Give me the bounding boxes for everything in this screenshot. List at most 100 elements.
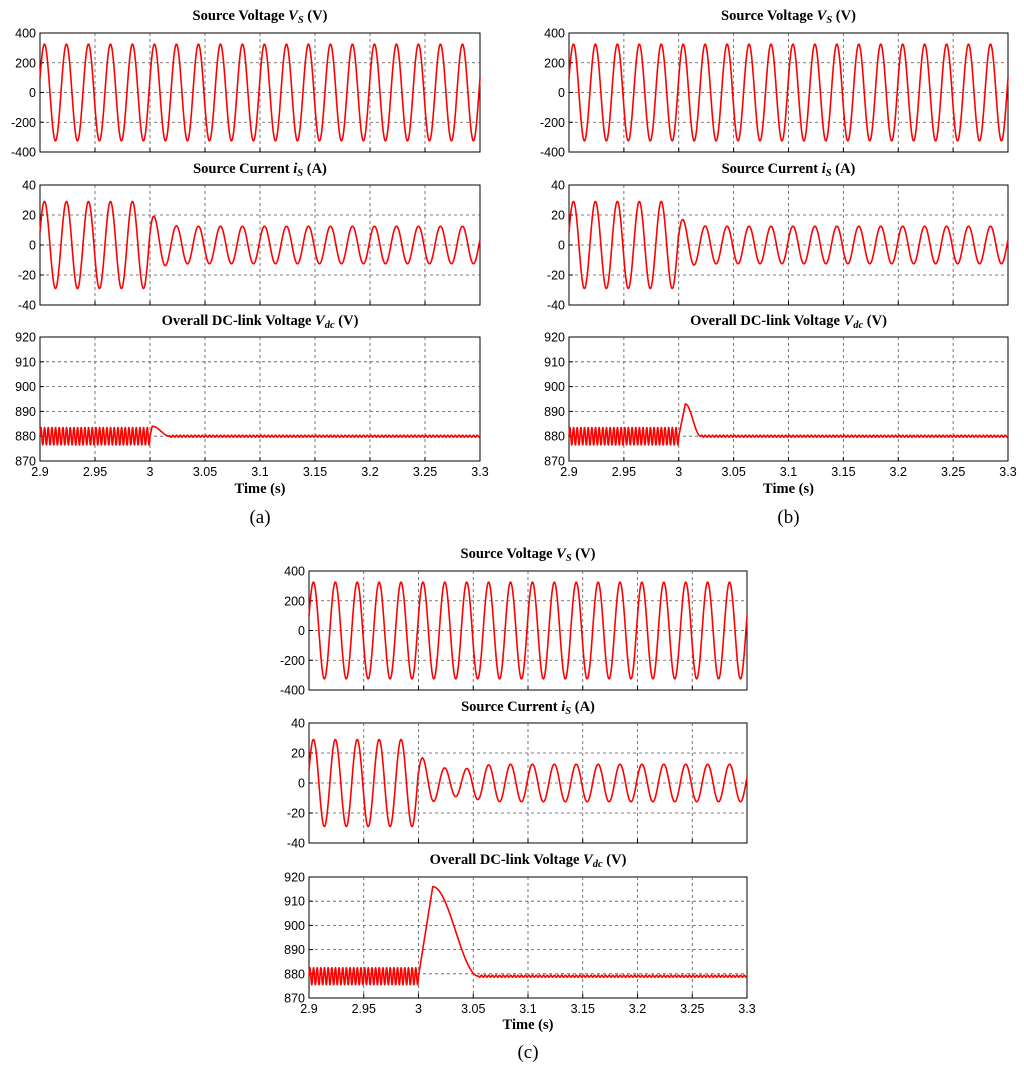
y-tick-label: -200: [280, 654, 305, 668]
x-tick-label: 3.05: [461, 1002, 485, 1016]
x-axis-label: Time (s): [763, 481, 814, 497]
chart-panel-a: Source Voltage VS (V)4002000-200-400Sour…: [11, 8, 489, 528]
subplot-title: Source Current iS (A): [193, 161, 327, 179]
y-tick-label: 20: [22, 209, 36, 223]
y-tick-label: -20: [547, 269, 565, 283]
series-line: [308, 581, 748, 680]
y-tick-label: 400: [15, 27, 36, 41]
x-tick-label: 3.05: [721, 465, 745, 479]
subplot-1: Source Voltage VS (V) 400 200 0 -200 -400: [540, 8, 1009, 160]
y-tick-label: 0: [29, 239, 36, 253]
y-tick-label: 0: [29, 86, 36, 100]
x-tick-label: 3.3: [999, 465, 1016, 479]
x-axis-label: Time (s): [503, 1017, 554, 1033]
x-tick-label: 3.1: [251, 465, 268, 479]
y-tick-label: -40: [18, 299, 36, 313]
series-line: [39, 200, 481, 290]
subplot-title: Source Current iS (A): [722, 161, 856, 179]
y-tick-label: 920: [544, 331, 565, 345]
y-tick-label: 20: [551, 209, 565, 223]
x-tick-label: 3.15: [303, 465, 327, 479]
y-tick-label: -200: [11, 116, 36, 130]
subplot-3: Overall DC-link Voltage Vdc (V) 2.9 2.95 3 3…: [15, 313, 489, 479]
y-tick-label: 0: [558, 86, 565, 100]
y-tick-label: 900: [284, 919, 305, 933]
x-axis-label: Time (s): [235, 481, 286, 497]
series-line: [39, 425, 481, 446]
subplot-1: Source Voltage VS (V) 400 200 0 -200 -400: [11, 8, 481, 160]
y-tick-label: 880: [15, 430, 36, 444]
x-tick-label: 3.2: [361, 465, 378, 479]
series-line: [568, 403, 1009, 446]
x-tick-label: 3.3: [738, 1002, 755, 1016]
x-tick-label: 3.25: [413, 465, 437, 479]
subplot-2: Source Current iS (A) 40 20 0 -20 -40: [18, 161, 481, 313]
subplot-title: Source Voltage VS (V): [461, 546, 596, 564]
x-tick-label: 3: [415, 1002, 422, 1016]
x-tick-label: 2.9: [31, 465, 48, 479]
subplot-title: Source Current iS (A): [461, 699, 595, 717]
y-tick-label: 400: [544, 27, 565, 41]
chart-panel-c: Source Voltage VS (V)4002000-200-400Sour…: [280, 546, 756, 1063]
subplot-title: Source Voltage VS (V): [721, 8, 856, 26]
panel-caption: (c): [517, 1042, 538, 1063]
y-tick-label: 890: [15, 405, 36, 419]
x-tick-label: 3: [675, 465, 682, 479]
x-tick-label: 3.1: [780, 465, 797, 479]
series-line: [308, 885, 748, 986]
y-tick-label: -400: [540, 146, 565, 160]
x-tick-label: 2.95: [352, 1002, 376, 1016]
y-tick-label: 870: [284, 992, 305, 1006]
subplot-1: Source Voltage VS (V) 400 200 0 -200 -400: [280, 546, 748, 698]
subplot-3: Overall DC-link Voltage Vdc (V) 2.9 2.95 3 3…: [544, 313, 1017, 479]
panel-caption: (a): [249, 507, 270, 528]
panel-caption: (b): [777, 507, 799, 528]
x-tick-label: 3.3: [471, 465, 488, 479]
y-tick-label: 40: [291, 717, 305, 731]
y-tick-label: 40: [551, 179, 565, 193]
y-tick-label: 0: [558, 239, 565, 253]
y-tick-label: 200: [284, 594, 305, 608]
subplot-title: Overall DC-link Voltage Vdc (V): [162, 313, 359, 331]
series-line: [568, 200, 1009, 290]
x-tick-label: 2.95: [612, 465, 636, 479]
x-tick-label: 3.25: [680, 1002, 704, 1016]
y-tick-label: 910: [15, 355, 36, 369]
y-tick-label: 910: [284, 895, 305, 909]
x-tick-label: 3.05: [193, 465, 217, 479]
subplot-title: Source Voltage VS (V): [193, 8, 328, 26]
series-line: [39, 43, 481, 142]
y-tick-label: 200: [544, 56, 565, 70]
y-tick-label: 400: [284, 565, 305, 579]
x-tick-label: 3.2: [629, 1002, 646, 1016]
y-tick-label: -20: [18, 269, 36, 283]
x-tick-label: 3.25: [941, 465, 965, 479]
y-tick-label: 920: [15, 331, 36, 345]
subplot-title: Overall DC-link Voltage Vdc (V): [690, 313, 887, 331]
y-tick-label: 890: [284, 943, 305, 957]
series-line: [308, 738, 748, 828]
subplot-2: Source Current iS (A) 40 20 0 -20 -40: [287, 699, 748, 851]
y-tick-label: 40: [22, 179, 36, 193]
subplot-3: Overall DC-link Voltage Vdc (V) 2.9 2.95 3 3…: [284, 852, 756, 1016]
y-tick-label: 900: [15, 380, 36, 394]
subplot-2: Source Current iS (A) 40 20 0 -20 -40: [547, 161, 1009, 313]
y-tick-label: -40: [287, 837, 305, 851]
y-tick-label: 880: [284, 967, 305, 981]
subplot-title: Overall DC-link Voltage Vdc (V): [430, 852, 627, 870]
y-tick-label: -20: [287, 807, 305, 821]
x-tick-label: 2.9: [300, 1002, 317, 1016]
x-tick-label: 2.9: [560, 465, 577, 479]
y-tick-label: 890: [544, 405, 565, 419]
y-tick-label: -400: [280, 684, 305, 698]
chart-panel-b: Source Voltage VS (V)4002000-200-400Sour…: [540, 8, 1017, 528]
y-tick-label: 870: [15, 455, 36, 469]
y-tick-label: 910: [544, 355, 565, 369]
series-line: [568, 43, 1009, 142]
x-tick-label: 3.1: [519, 1002, 536, 1016]
x-tick-label: 3.2: [890, 465, 907, 479]
y-tick-label: 20: [291, 747, 305, 761]
x-tick-label: 3.15: [571, 1002, 595, 1016]
y-tick-label: -200: [540, 116, 565, 130]
